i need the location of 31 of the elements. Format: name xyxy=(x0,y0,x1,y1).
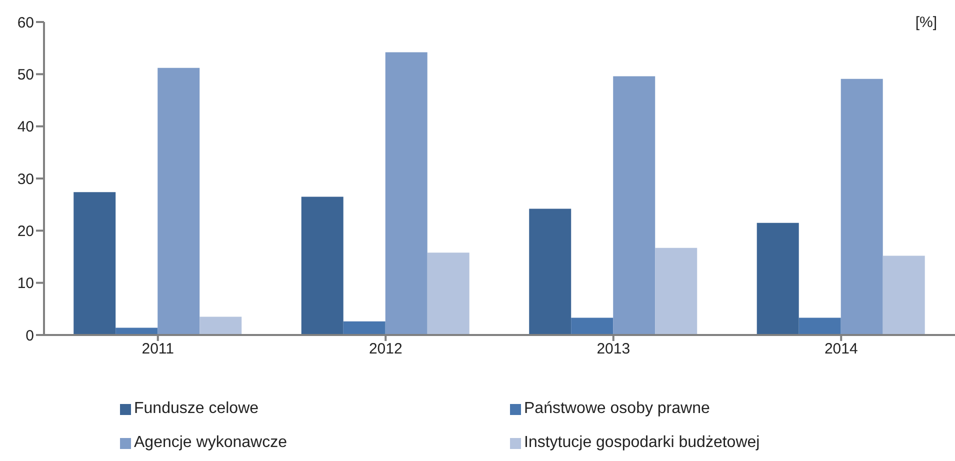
bar xyxy=(343,321,386,335)
x-tick-label: 2012 xyxy=(368,340,402,358)
bar xyxy=(882,256,925,335)
y-tick-label: 0 xyxy=(26,327,34,344)
bar xyxy=(158,68,200,335)
y-tick-label: 40 xyxy=(17,118,34,136)
bar xyxy=(655,248,698,335)
bar xyxy=(613,76,656,335)
bar xyxy=(301,196,344,335)
bar xyxy=(529,208,572,335)
bar xyxy=(427,252,470,335)
bar xyxy=(74,192,116,335)
y-tick-label: 10 xyxy=(17,275,34,292)
y-tick-label: 20 xyxy=(17,222,34,240)
y-tick-label: 30 xyxy=(17,170,34,188)
bar xyxy=(798,318,841,335)
y-axis-title: [%] xyxy=(915,14,937,31)
legend-label: Fundusze celowe xyxy=(134,400,259,418)
x-tick-label: 2013 xyxy=(596,340,630,358)
bar xyxy=(840,78,883,335)
bar xyxy=(571,318,614,335)
legend-label: Instytucje gospodarki budżetowej xyxy=(524,434,760,452)
x-tick-label: 2014 xyxy=(824,340,858,358)
x-tick-label: 2011 xyxy=(142,340,174,358)
bar xyxy=(200,316,242,335)
legend-label: Agencje wykonawcze xyxy=(134,434,287,452)
y-tick-label: 50 xyxy=(17,66,34,84)
legend-label: Państwowe osoby prawne xyxy=(524,400,710,418)
bar xyxy=(385,52,428,335)
bar xyxy=(756,222,799,335)
y-tick-label: 60 xyxy=(17,14,34,32)
